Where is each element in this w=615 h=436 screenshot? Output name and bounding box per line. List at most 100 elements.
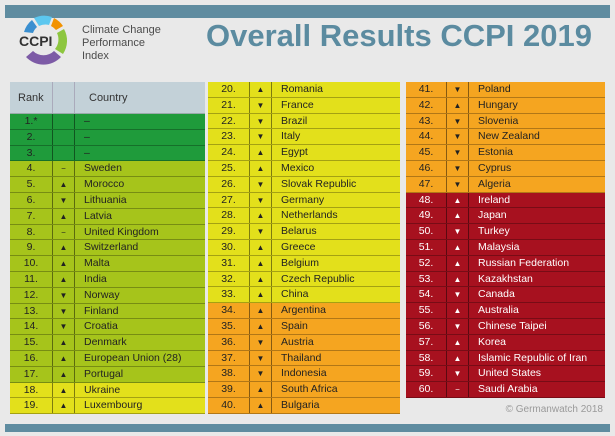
table-row: 39. ▲ South Africa [208, 382, 400, 398]
country-cell: Mexico [281, 161, 315, 174]
country-cell: Malaysia [478, 240, 520, 253]
arrow-down-icon: ▼ [447, 176, 469, 192]
arrow-down-icon: ▼ [53, 287, 75, 303]
table-row: 18. ▲ Ukraine [10, 382, 205, 399]
country-cell: Indonesia [281, 367, 327, 380]
country-cell: Luxembourg [84, 399, 143, 412]
rank-cell: 27. [208, 192, 250, 208]
rank-cell: 48. [406, 192, 447, 208]
arrow-down-icon: ▼ [250, 97, 272, 113]
table-row: 44. ▼ New Zealand [406, 129, 605, 146]
arrow-down-icon: ▼ [53, 303, 75, 319]
country-cell: – [84, 130, 90, 143]
arrow-down-icon: ▼ [250, 113, 272, 129]
country-cell: Croatia [84, 320, 118, 333]
table-row: 48. ▲ Ireland [406, 192, 605, 209]
rank-cell: 10. [10, 256, 53, 271]
rank-cell: 28. [208, 208, 250, 224]
table-row: 3. – [10, 145, 205, 162]
header-trend [53, 82, 75, 113]
country-cell: Malta [84, 257, 110, 270]
rank-cell: 39. [208, 382, 250, 397]
table-row: 40. ▲ Bulgaria [208, 397, 400, 414]
country-cell: Ukraine [84, 383, 121, 396]
table-row: 1.* – [10, 114, 205, 130]
table-row: 27. ▼ Germany [208, 192, 400, 209]
country-cell: Turkey [478, 225, 510, 238]
table-row: 11. ▲ India [10, 271, 205, 288]
arrow-up-icon: ▲ [53, 177, 75, 192]
arrow-up-icon: ▲ [53, 398, 75, 414]
table-row: 41. ▼ Poland [406, 82, 605, 98]
table-row: 32. ▲ Czech Republic [208, 271, 400, 288]
rank-cell: 56. [406, 318, 447, 334]
table-row: 6. ▼ Lithuania [10, 192, 205, 209]
arrow-down-icon: ▼ [447, 224, 469, 239]
rank-cell: 43. [406, 113, 447, 129]
arrow-up-icon: ▲ [250, 382, 272, 397]
table-header: Rank Country [10, 82, 205, 114]
country-cell: Estonia [478, 146, 514, 159]
arrow-up-icon: ▲ [250, 271, 272, 287]
rank-cell: 33. [208, 287, 250, 303]
country-cell: Slovak Republic [281, 177, 357, 190]
arrow-up-icon: ▲ [447, 303, 469, 318]
table-row: 14. ▼ Croatia [10, 319, 205, 336]
rank-cell: 50. [406, 224, 447, 239]
ccpi-logo: CCPI [19, 15, 68, 65]
copyright: © Germanwatch 2018 [505, 404, 603, 415]
arrow-up-icon: ▲ [250, 160, 272, 176]
country-cell: Spain [281, 319, 308, 332]
country-cell: Romania [281, 83, 324, 95]
rank-cell: 23. [208, 129, 250, 145]
arrow-up-icon: ▲ [447, 192, 469, 208]
country-cell: Czech Republic [281, 272, 355, 285]
header-country: Country [89, 92, 128, 104]
arrow-up-icon: ▲ [53, 271, 75, 287]
top-bar [5, 5, 610, 18]
table-row: 55. ▲ Australia [406, 303, 605, 319]
table-row: 42. ▲ Hungary [406, 97, 605, 114]
country-cell: Latvia [84, 209, 113, 222]
country-cell: Netherlands [281, 209, 338, 222]
country-cell: Argentina [281, 304, 326, 317]
rank-cell: 22. [208, 113, 250, 129]
dash-icon: − [447, 382, 469, 397]
rank-cell: 3. [10, 145, 53, 161]
arrow-down-icon: ▼ [250, 350, 272, 366]
country-cell: Finland [84, 304, 119, 317]
arrow-down-icon: ▼ [447, 366, 469, 382]
rank-cell: 24. [208, 145, 250, 160]
rank-cell: 57. [406, 334, 447, 350]
arrow-down-icon: ▼ [250, 129, 272, 145]
arrow-up-icon: ▲ [53, 335, 75, 350]
table-row: 31. ▲ Belgium [208, 255, 400, 272]
arrow-down-icon: ▼ [447, 113, 469, 129]
arrow-up-icon: ▲ [53, 256, 75, 271]
results-column-3: 41. ▼ Poland 42. ▲ Hungary 43. ▼ Slovenia 44. ▼ New… [406, 82, 605, 398]
table-row: 29. ▼ Belarus [208, 224, 400, 240]
country-cell: Bulgaria [281, 398, 320, 411]
country-cell: France [281, 98, 314, 111]
country-cell: Canada [478, 288, 515, 301]
arrow-up-icon: ▲ [447, 350, 469, 366]
country-cell: China [281, 288, 309, 301]
rank-cell: 58. [406, 350, 447, 366]
arrow-up-icon: ▲ [250, 145, 272, 160]
rank-cell: 54. [406, 287, 447, 303]
country-cell: Italy [281, 130, 301, 143]
arrow-up-icon: ▲ [53, 366, 75, 382]
rank-cell: 47. [406, 176, 447, 192]
arrow-up-icon: ▲ [447, 255, 469, 271]
table-row: 10. ▲ Malta [10, 256, 205, 272]
table-row: 33. ▲ China [208, 287, 400, 304]
rank-cell: 6. [10, 192, 53, 208]
table-row: 47. ▼ Algeria [406, 176, 605, 193]
rank-cell: 44. [406, 129, 447, 145]
country-cell: Korea [478, 335, 507, 348]
rank-cell: 4. [10, 161, 53, 177]
table-row: 35. ▲ Spain [208, 318, 400, 335]
arrow-up-icon: ▲ [53, 240, 75, 256]
logo-abbr: CCPI [19, 33, 52, 49]
results-column-2: 20. ▲ Romania 21. ▼ France 22. ▼ Brazil 23. ▼ Italy… [208, 82, 400, 414]
